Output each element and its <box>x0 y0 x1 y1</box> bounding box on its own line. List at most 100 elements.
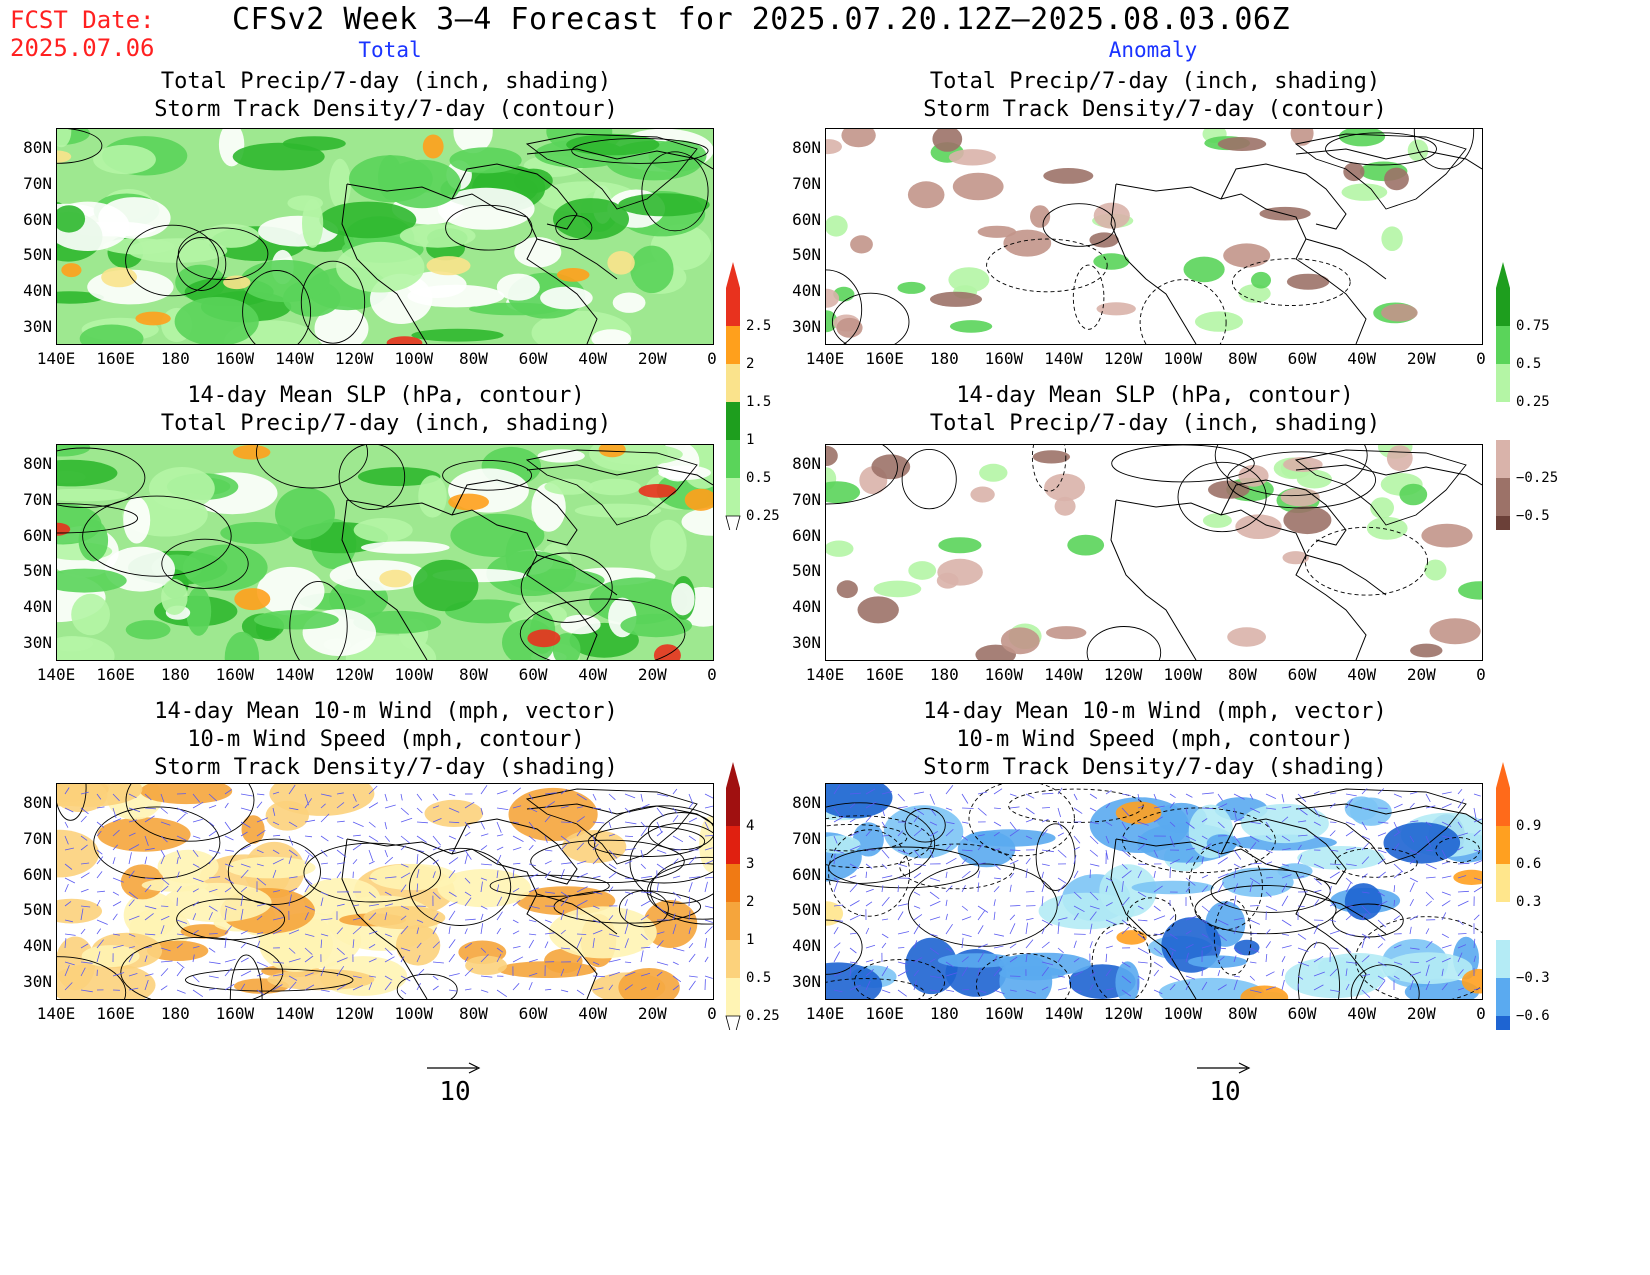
wind-vector <box>240 807 252 812</box>
wind-vector <box>1185 981 1191 991</box>
wind-vector <box>849 883 858 893</box>
wind-vector <box>448 835 457 840</box>
wind-vector <box>1073 855 1077 865</box>
wind-vector <box>1329 792 1337 795</box>
wind-vector <box>576 830 582 837</box>
wind-vector <box>416 942 422 949</box>
wind-vector <box>1217 857 1228 865</box>
wind-vector <box>1217 873 1229 879</box>
wind-vector <box>640 986 647 991</box>
shading-blob <box>681 507 713 536</box>
shading-blob <box>1381 303 1418 322</box>
shading-blob <box>269 784 375 816</box>
contour-line <box>594 805 713 884</box>
wind-vector <box>1409 835 1415 843</box>
shading-blob <box>650 519 687 571</box>
wind-vector <box>881 933 889 939</box>
wind-vector <box>1089 835 1099 845</box>
wind-vector <box>624 899 628 907</box>
wind-vector <box>560 843 568 851</box>
shading-blob <box>1343 162 1365 182</box>
wind-vector <box>144 973 154 977</box>
wind-vector <box>272 834 281 837</box>
wind-vector <box>512 805 522 809</box>
lat-tick-label: 30N <box>792 633 821 652</box>
wind-vector <box>256 849 264 854</box>
contour-line <box>82 495 232 577</box>
wind-vector <box>400 863 409 868</box>
wind-vector <box>1201 919 1208 924</box>
wind-vector <box>945 871 948 879</box>
wind-vector <box>368 930 378 935</box>
wind-vector <box>1057 895 1063 907</box>
coastline <box>1110 148 1482 344</box>
wind-vector <box>1233 975 1241 978</box>
shading-blob <box>418 475 447 518</box>
wind-vector <box>897 793 905 802</box>
wind-vector <box>128 987 139 991</box>
wind-vector <box>160 821 171 826</box>
wind-vector <box>1441 849 1448 860</box>
wind-vector <box>865 959 874 963</box>
wind-vector <box>592 919 601 924</box>
wind-vector <box>1265 971 1275 977</box>
map-canvas <box>826 445 1482 660</box>
shading-blob <box>1235 514 1282 539</box>
wind-vector <box>1009 923 1016 935</box>
wind-vector <box>528 873 539 879</box>
shading-blob <box>449 147 522 174</box>
shading-blob <box>224 631 260 660</box>
wind-vector <box>640 803 650 809</box>
wind-vector <box>672 913 676 921</box>
wind-vector <box>961 793 969 804</box>
contour-line <box>1086 626 1162 660</box>
wind-vector <box>913 863 926 866</box>
wind-vector <box>560 891 570 898</box>
wind-vector <box>865 871 867 879</box>
wind-vector <box>1233 895 1237 907</box>
wind-vector <box>1361 873 1368 879</box>
wind-vector <box>80 989 93 993</box>
colorbar-segment <box>726 326 740 364</box>
wind-vector <box>592 961 600 965</box>
shading-blob <box>202 223 260 248</box>
wind-vector <box>1041 919 1053 926</box>
colorbar-segment <box>1496 864 1510 902</box>
lon-tick-label: 160E <box>96 349 135 368</box>
wind-vector <box>1473 877 1482 881</box>
wind-vector <box>1025 868 1028 879</box>
wind-vector <box>1457 862 1470 865</box>
coastline <box>341 803 713 999</box>
contour-line <box>828 829 911 917</box>
wind-vector <box>1377 961 1387 967</box>
wind-vector <box>1153 885 1163 893</box>
lat-tick-label: 70N <box>792 828 821 848</box>
wind-vector <box>240 970 252 977</box>
wind-vector <box>1265 861 1273 865</box>
reference-vector-total: 10 <box>425 1060 485 1107</box>
wind-vector <box>192 913 197 921</box>
wind-vector <box>480 913 484 921</box>
shading-blob <box>1116 930 1147 945</box>
wind-vector <box>336 871 342 879</box>
wind-vector <box>224 835 234 841</box>
wind-vector <box>1441 933 1449 939</box>
wind-vector <box>112 793 120 802</box>
wind-vector <box>1425 956 1436 963</box>
wind-vector <box>304 984 315 991</box>
shading-blob <box>149 467 215 510</box>
shading-blob <box>379 569 412 588</box>
lat-tick-label: 70N <box>23 489 52 509</box>
wind-vector <box>256 989 265 996</box>
wind-vector <box>336 802 345 809</box>
wind-vector <box>608 871 617 879</box>
wind-vector <box>945 807 953 811</box>
shading-blob <box>630 245 674 293</box>
shading-blob <box>1461 968 1482 994</box>
shading-blob <box>1227 627 1266 647</box>
wind-vector <box>512 946 521 949</box>
shading-blob <box>826 901 844 926</box>
wind-vector <box>576 816 585 823</box>
wind-vector <box>833 807 842 817</box>
